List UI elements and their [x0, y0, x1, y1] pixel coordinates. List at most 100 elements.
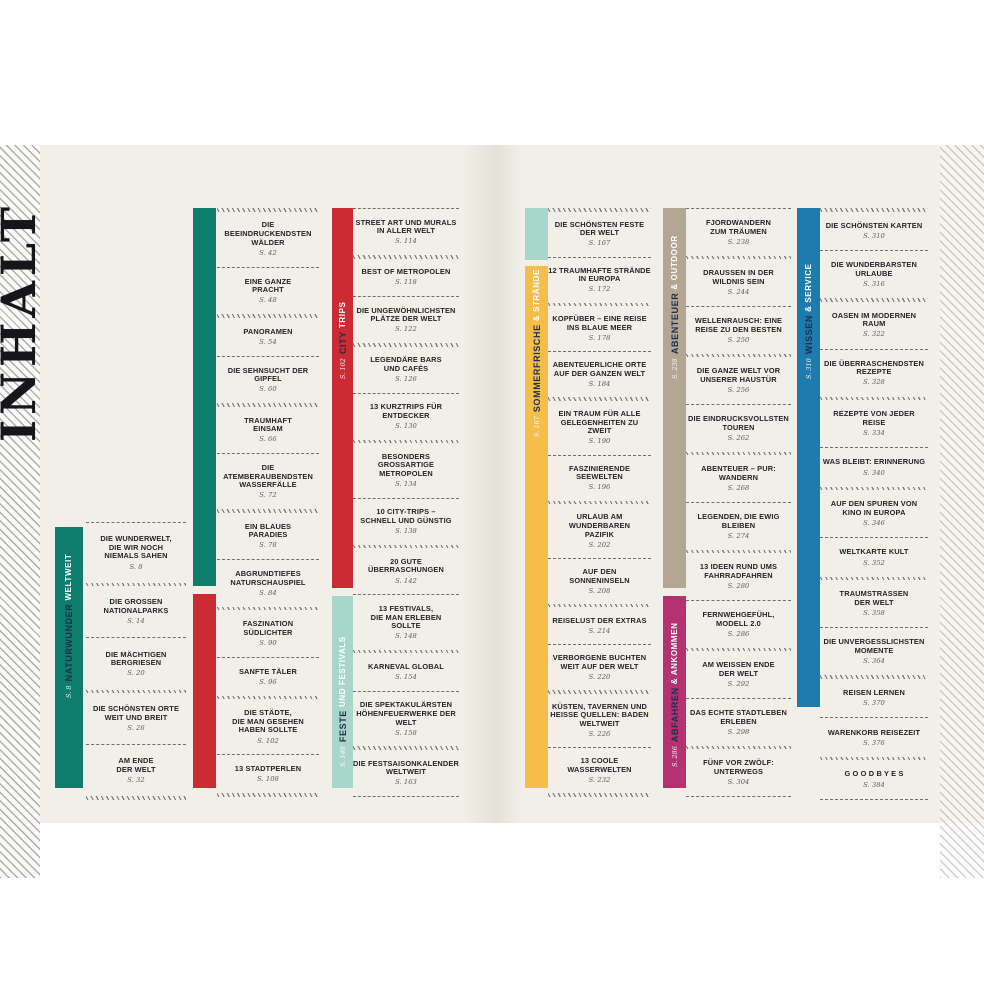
entry-title-line: WELTWEIT — [385, 767, 427, 777]
entry-page-number: S. 167 — [588, 239, 611, 248]
separator-line — [686, 353, 791, 358]
separator-line — [353, 343, 459, 347]
toc-entry: DIE WUNDERBARSTEN URLAUBE S. 316 — [820, 260, 928, 289]
toc-entry: REISEN LERNEN S. 370 — [820, 688, 928, 708]
entry-title-line: FASZINIERENDE — [568, 463, 631, 473]
separator-line — [353, 208, 459, 209]
toc-entry: DIE BEEINDRUCKENDSTEN WÄLDER S. 42 — [217, 220, 319, 257]
toc-entry: FASZINATION SÜDLICHTER S. 90 — [217, 619, 319, 648]
toc-entry: DIE STÄDTE, DIE MAN GESEHEN HABEN SOLLTE S.… — [217, 708, 319, 745]
entry-title-line: DER WELT — [854, 598, 894, 607]
entry-page-number: S. 26 — [127, 723, 145, 732]
entry-page-number: S. 20 — [127, 669, 145, 678]
entry-title-line: SONNENINSELN — [569, 575, 630, 585]
separator-line — [353, 497, 459, 499]
toc-entry: STREET ART UND MURALS IN ALLER WELT S. 114 — [353, 218, 459, 247]
entry-title-line: SANFTE TÄLER — [238, 666, 298, 676]
entry-title-line: ABENTEUERLICHE ORTE — [552, 360, 647, 370]
separator-line — [86, 744, 186, 746]
entry-title-line: KÜSTEN, TAVERNEN UND — [551, 701, 648, 711]
separator-line — [548, 500, 651, 505]
separator-line — [86, 582, 186, 587]
toc-entry: FERNWEHGEFÜHL, MODELL 2.0 S. 286 — [686, 610, 791, 639]
entry-page-number: S. 66 — [259, 435, 277, 444]
entry-title-line: G O O D B Y E S — [844, 769, 904, 779]
entry-page-number: S. 268 — [727, 483, 750, 492]
separator-line — [353, 295, 459, 297]
separator-line — [217, 793, 319, 797]
separator-line — [548, 603, 651, 608]
separator-line — [548, 351, 651, 353]
entry-title-line: TRAUMHAFT — [244, 415, 292, 425]
entry-page-number: S. 280 — [727, 581, 750, 590]
toc-entry: REZEPTE VON JEDER REISE S. 334 — [820, 409, 928, 438]
entry-title-line: METROPOLEN — [379, 468, 433, 478]
separator-line — [686, 745, 791, 750]
entry-title-line: EINSAM — [253, 424, 283, 434]
entry-title-line: MODELL 2.0 — [716, 618, 761, 628]
entry-title-line: DIE GANZE WELT VOR — [696, 366, 781, 376]
entry-title-line: AM WEISSEN ENDE — [702, 660, 775, 670]
entry-title-line: EINE GANZE — [244, 276, 292, 286]
separator-line — [217, 453, 319, 455]
entry-title-line: DIE UNGEWÖHNLICHSTEN — [356, 305, 456, 315]
separator-line — [86, 796, 186, 800]
entry-title-line: UND CAFÉS — [383, 363, 429, 373]
toc-entry: WAS BLEIBT: ERINNERUNG S. 340 — [820, 457, 928, 477]
entry-title-line: TOUREN — [722, 422, 755, 432]
entry-title-line: OASEN IM MODERNEN RAUM — [831, 310, 917, 329]
entry-title-line: HABEN SOLLTE — [238, 725, 298, 735]
entry-page-number: S. 376 — [863, 738, 885, 747]
entry-page-number: S. 262 — [727, 433, 750, 442]
entry-title-line: DIE MÄCHTIGEN — [105, 649, 167, 659]
entry-title-line: DIE WUNDERBARSTEN — [831, 260, 917, 270]
toc-entry: 13 KURZTRIPS FÜR ENTDECKER S. 130 — [353, 402, 459, 431]
entry-title-line: ENTDECKER — [382, 410, 430, 420]
entry-page-number: S. 138 — [395, 527, 417, 536]
section-bar-wissen: S. 310 WISSEN & SERVICE — [797, 208, 820, 707]
section-bar-abenteuer: S. 238 ABENTEUER & OUTDOOR — [663, 208, 686, 588]
page-gutter-shadow — [462, 145, 522, 823]
entry-page-number: S. 163 — [395, 778, 417, 787]
section-label-feste: S. 148 FESTE UND FESTIVALS — [338, 636, 348, 767]
separator-line — [217, 559, 319, 561]
separator-line — [820, 756, 928, 761]
entry-page-number: S. 328 — [863, 378, 885, 387]
entry-title-line: LEGENDÄRE BARS — [370, 355, 442, 365]
toc-entry: AUF DEN SPUREN VON KINO IN EUROPA S. 346 — [820, 499, 928, 528]
scanned-page — [0, 145, 984, 823]
entry-page-number: S. 90 — [259, 638, 277, 647]
separator-line — [548, 302, 651, 307]
separator-line — [353, 255, 459, 259]
toc-entry: ABENTEUER – PUR: WANDERN S. 268 — [686, 464, 791, 493]
entry-title-line: LEGENDEN, DIE EWIG — [697, 512, 780, 522]
entry-title-line: 13 IDEEN RUND UMS — [699, 562, 778, 572]
separator-line — [686, 404, 791, 405]
toc-entry: SANFTE TÄLER S. 96 — [217, 667, 319, 687]
entry-title-line: DIE UNVERGESSLICHSTEN — [823, 637, 925, 647]
entry-page-number: S. 142 — [395, 576, 417, 585]
toc-entry: DIE UNVERGESSLICHSTEN MOMENTE S. 364 — [820, 637, 928, 666]
toc-entry: DIE MÄCHTIGEN BERGRIESEN S. 20 — [86, 650, 186, 679]
entry-page-number: S. 334 — [863, 429, 885, 438]
separator-line — [820, 717, 928, 719]
entry-page-number: S. 96 — [259, 677, 277, 686]
entry-title-line: DIE SCHÖNSTEN ORTE — [92, 704, 180, 714]
entry-page-number: S. 244 — [727, 287, 750, 296]
entry-page-number: S. 340 — [863, 468, 885, 477]
entry-title-line: SÜDLICHTER — [243, 627, 293, 637]
toc-entry: 13 COOLE WASSERWELTEN S. 232 — [548, 756, 651, 785]
entry-page-number: S. 84 — [259, 588, 277, 597]
toc-entry: KOPFÜBER – EINE REISE INS BLAUE MEER S. 17… — [548, 314, 651, 343]
entry-title-line: 20 GUTE ÜBERRASCHUNGEN — [367, 556, 444, 575]
entry-title-line: FJORDWANDERN — [705, 218, 772, 228]
entry-page-number: S. 134 — [395, 480, 417, 489]
entry-title-line: NIEMALS SAHEN — [104, 551, 168, 561]
toc-entry: 20 GUTE ÜBERRASCHUNGEN S. 142 — [353, 557, 459, 586]
entry-title-line: FASZINATION — [242, 619, 294, 629]
separator-line — [548, 690, 651, 694]
entry-title-line: 13 COOLE WASSERWELTEN — [567, 756, 632, 775]
entry-page-number: S. 72 — [259, 491, 277, 500]
entry-page-number: S. 114 — [395, 237, 417, 246]
entry-page-number: S. 358 — [863, 609, 885, 618]
